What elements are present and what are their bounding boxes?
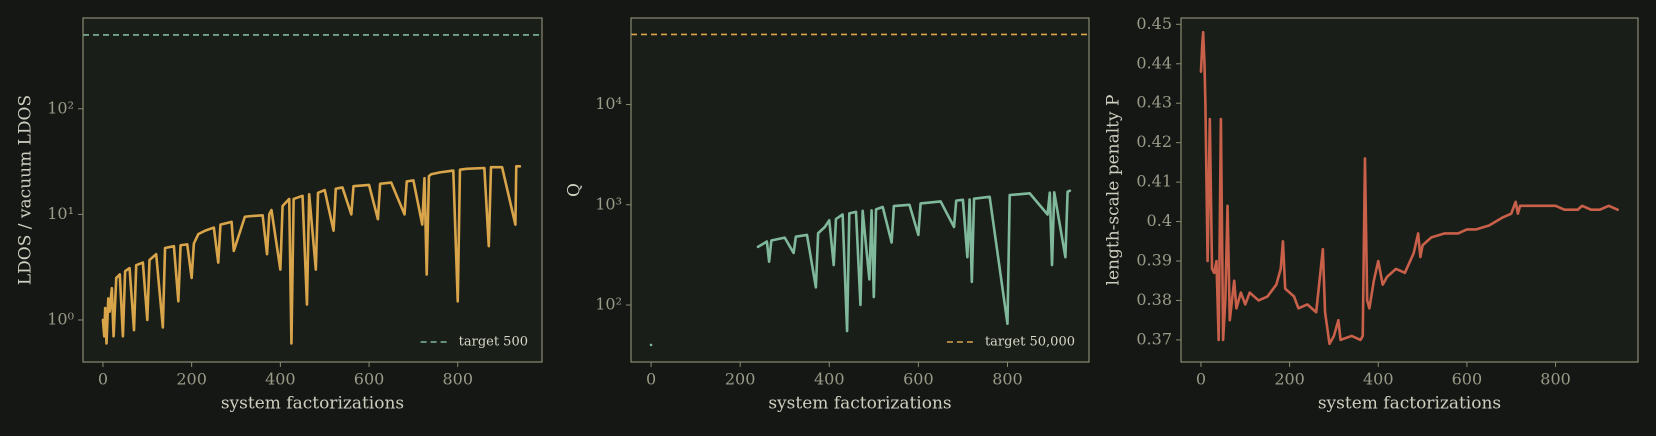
y-tick-label: 0.38 (1136, 290, 1172, 309)
x-tick-label: 400 (814, 370, 845, 389)
x-axis-label: system factorizations (221, 394, 404, 414)
x-axis-label: system factorizations (768, 394, 951, 414)
plot-frame (630, 17, 1090, 363)
x-tick-label: 0 (1196, 370, 1206, 389)
x-tick-label: 200 (176, 370, 207, 389)
y-tick-label: 0.45 (1136, 14, 1172, 33)
x-tick-label: 0 (646, 370, 656, 389)
x-tick-label: 600 (903, 370, 934, 389)
x-tick-label: 200 (1274, 370, 1305, 389)
y-tick-label: 10² (595, 295, 622, 314)
y-tick-label: 10⁰ (47, 309, 74, 328)
plot-area (1181, 18, 1638, 362)
y-tick-label: 0.37 (1136, 329, 1172, 348)
legend-label: target 50,000 (985, 335, 1075, 350)
y-tick-label: 0.41 (1136, 172, 1172, 191)
x-axis-label: system factorizations (1318, 394, 1501, 414)
data-line (649, 189, 1072, 347)
x-tick-label: 800 (442, 370, 473, 389)
y-tick-label: 10³ (595, 194, 622, 213)
x-tick-label: 400 (265, 370, 296, 389)
y-tick-label: 0.44 (1136, 53, 1172, 72)
data-line (101, 165, 522, 345)
x-tick-label: 600 (1452, 370, 1483, 389)
plot-frame (82, 17, 543, 363)
x-tick-label: 200 (725, 370, 756, 389)
x-tick-label: 800 (1540, 370, 1571, 389)
plot-frame (1180, 17, 1639, 363)
y-axis-label: LDOS / vacuum LDOS (16, 95, 36, 285)
x-tick-label: 400 (1363, 370, 1394, 389)
y-axis-label: Q (565, 183, 585, 197)
x-tick-label: 600 (354, 370, 385, 389)
y-tick-label: 10¹ (47, 204, 74, 223)
data-line (1199, 30, 1619, 346)
y-axis-label: length-scale penalty P (1104, 95, 1124, 286)
y-tick-label: 10⁴ (595, 94, 622, 113)
y-tick-label: 0.42 (1136, 132, 1172, 151)
y-tick-label: 0.4 (1147, 211, 1172, 230)
plot-area (83, 18, 542, 362)
x-tick-label: 0 (98, 370, 108, 389)
y-tick-label: 0.39 (1136, 251, 1172, 270)
y-tick-label: 10² (47, 98, 74, 117)
x-tick-label: 800 (992, 370, 1023, 389)
legend-label: target 500 (459, 335, 528, 350)
y-tick-label: 0.43 (1136, 93, 1172, 112)
plot-area (631, 18, 1089, 362)
